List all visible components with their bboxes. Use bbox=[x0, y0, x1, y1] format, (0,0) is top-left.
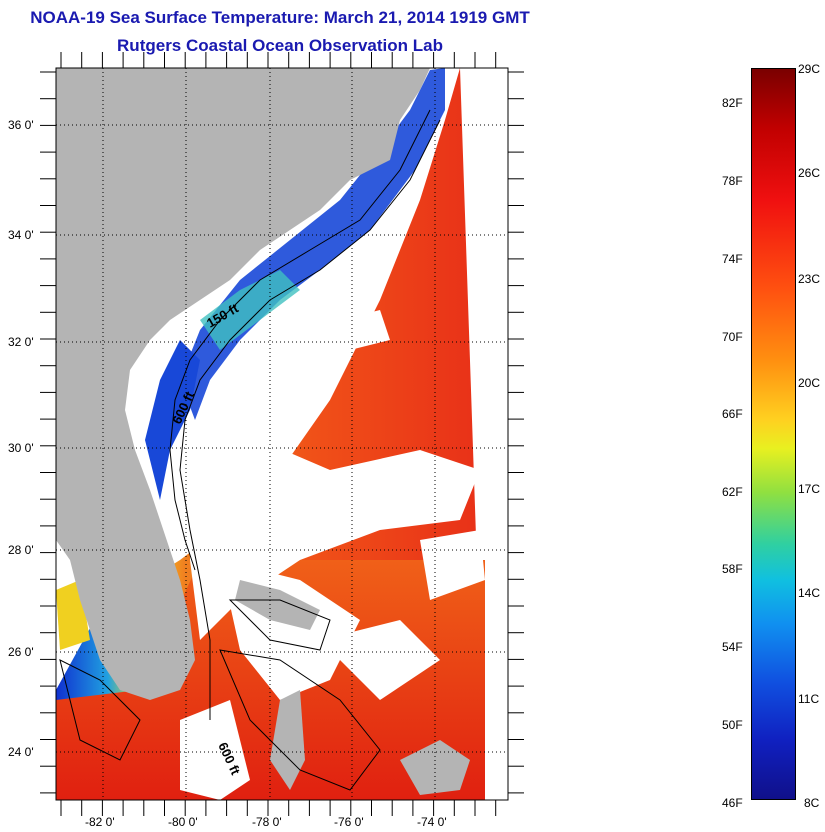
cb-f-62: 62F bbox=[722, 485, 743, 499]
lat-label-36: 36 0' bbox=[8, 118, 34, 132]
cb-f-74: 74F bbox=[722, 252, 743, 266]
axis-ticks bbox=[40, 52, 524, 816]
isobath-contours bbox=[59, 109, 441, 791]
temperature-colorbar bbox=[751, 68, 796, 800]
map-frame bbox=[55, 67, 509, 801]
longitude-labels: -82 0' -80 0' -78 0' -76 0' -74 0' bbox=[85, 815, 447, 829]
cb-f-82: 82F bbox=[722, 96, 743, 110]
lat-label-32: 32 0' bbox=[8, 335, 34, 349]
cb-f-78: 78F bbox=[722, 174, 743, 188]
graticule bbox=[56, 68, 508, 800]
lat-label-26: 26 0' bbox=[8, 645, 34, 659]
lat-label-30: 30 0' bbox=[8, 441, 34, 455]
bahamas-islands bbox=[235, 580, 470, 795]
cb-f-70: 70F bbox=[722, 330, 743, 344]
lon-label-80: -80 0' bbox=[168, 815, 198, 829]
cb-f-50: 50F bbox=[722, 718, 743, 732]
contour-150ft bbox=[169, 109, 431, 571]
lon-label-78: -78 0' bbox=[252, 815, 282, 829]
lon-label-82: -82 0' bbox=[85, 815, 115, 829]
cb-c-8: 8C bbox=[804, 796, 820, 810]
cb-c-29: 29C bbox=[798, 62, 821, 76]
lat-label-28: 28 0' bbox=[8, 543, 34, 557]
cb-c-14: 14C bbox=[798, 586, 821, 600]
cb-f-46: 46F bbox=[722, 796, 743, 810]
cb-c-20: 20C bbox=[798, 376, 821, 390]
cb-f-58: 58F bbox=[722, 562, 743, 576]
cloud-cover bbox=[180, 310, 485, 800]
lat-label-24: 24 0' bbox=[8, 745, 34, 759]
cb-c-11: 11C bbox=[798, 692, 820, 706]
cb-c-17: 17C bbox=[798, 482, 821, 496]
contour-600ft bbox=[179, 119, 441, 720]
cb-f-66: 66F bbox=[722, 407, 743, 421]
cb-f-54: 54F bbox=[722, 640, 743, 654]
lon-label-76: -76 0' bbox=[334, 815, 364, 829]
cb-c-26: 26C bbox=[798, 166, 821, 180]
map-subtitle: Rutgers Coastal Ocean Observation Lab bbox=[117, 36, 443, 55]
us-east-coast-land bbox=[56, 68, 430, 700]
lat-label-34: 34 0' bbox=[8, 228, 34, 242]
cb-c-23: 23C bbox=[798, 272, 821, 286]
lon-label-74: -74 0' bbox=[417, 815, 447, 829]
mid-shelf-water bbox=[200, 270, 300, 350]
map-title: NOAA-19 Sea Surface Temperature: March 2… bbox=[30, 8, 530, 27]
latitude-labels: 36 0' 34 0' 32 0' 30 0' 28 0' 26 0' 24 0… bbox=[8, 118, 34, 759]
